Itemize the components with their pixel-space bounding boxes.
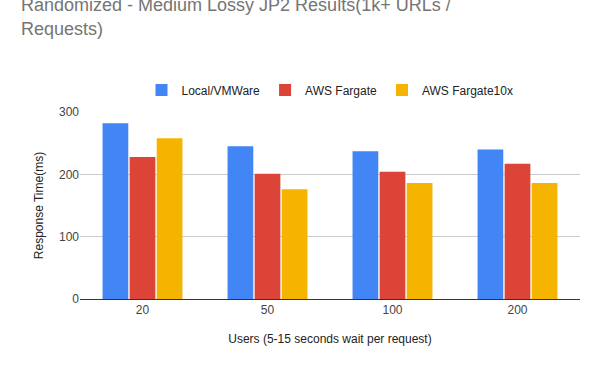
svg-text:50: 50 bbox=[261, 303, 275, 317]
svg-text:Users (5-15 seconds wait per r: Users (5-15 seconds wait per request) bbox=[228, 332, 431, 346]
svg-text:AWS Fargate: AWS Fargate bbox=[305, 84, 377, 98]
svg-text:200: 200 bbox=[59, 168, 79, 182]
svg-text:300: 300 bbox=[59, 105, 79, 119]
svg-text:100: 100 bbox=[59, 230, 79, 244]
svg-text:Local/VMWare: Local/VMWare bbox=[182, 84, 261, 98]
svg-text:20: 20 bbox=[136, 303, 150, 317]
svg-text:0: 0 bbox=[72, 292, 79, 306]
svg-text:200: 200 bbox=[507, 303, 527, 317]
svg-text:100: 100 bbox=[382, 303, 402, 317]
svg-text:Randomized - Medium Lossy JP2: Randomized - Medium Lossy JP2 Results(1k… bbox=[21, 0, 451, 39]
svg-text:AWS Fargate10x: AWS Fargate10x bbox=[422, 84, 513, 98]
svg-text:Response Time(ms): Response Time(ms) bbox=[32, 152, 46, 259]
